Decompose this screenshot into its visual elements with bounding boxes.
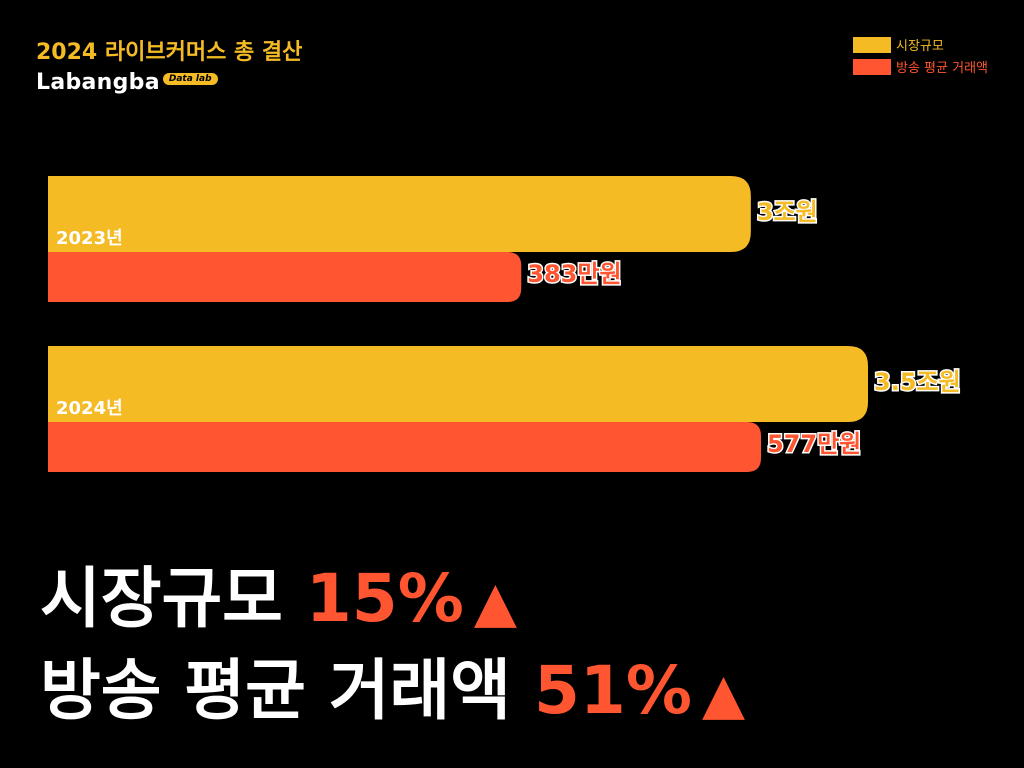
legend-label: 시장규모 bbox=[896, 39, 944, 54]
summary-market-label: 시장규모 bbox=[40, 560, 283, 637]
bar-avg-transaction-2 bbox=[48, 422, 761, 472]
bar-market-size-1 bbox=[48, 176, 751, 252]
value-label: 577만원 bbox=[767, 430, 861, 458]
summary-market-percent: 15% bbox=[305, 560, 464, 637]
logo-badge: Data lab bbox=[162, 72, 218, 85]
value-label: 383만원 bbox=[527, 260, 621, 288]
up-arrow-icon: ▲ bbox=[473, 570, 517, 635]
page-title: 2024 라이브커머스 총 결산 bbox=[36, 40, 303, 65]
summary-transaction-label: 방송 평균 거래액 bbox=[40, 652, 511, 729]
logo-text: Labangba bbox=[36, 70, 160, 95]
summary-transaction-percent: 51% bbox=[533, 652, 692, 729]
legend-label: 방송 평균 거래액 bbox=[896, 61, 988, 76]
category-label: 2024년 bbox=[56, 398, 123, 419]
legend-item-2: 방송 평균 거래액 bbox=[853, 57, 988, 76]
category-label: 2023년 bbox=[56, 228, 123, 249]
up-arrow-icon: ▲ bbox=[701, 662, 746, 727]
value-label: 3.5조원 bbox=[874, 368, 961, 396]
summary-line-market: 시장규모 15% ▲ bbox=[40, 555, 745, 647]
legend-swatch bbox=[853, 58, 891, 75]
brand-logo: Labangba Data lab bbox=[36, 70, 218, 95]
legend-swatch bbox=[853, 36, 891, 53]
bar-market-size-2 bbox=[48, 346, 868, 422]
summary-block: 시장규모 15% ▲ 방송 평균 거래액 51% ▲ bbox=[40, 555, 745, 739]
value-label: 3조원 bbox=[757, 198, 818, 226]
bar-avg-transaction-1 bbox=[48, 252, 522, 302]
summary-line-transaction: 방송 평균 거래액 51% ▲ bbox=[40, 647, 745, 739]
bar-chart: 3조원 383만원 2023년 3.5조원 577만원 2024년 bbox=[48, 176, 962, 472]
legend-item-1: 시장규모 bbox=[853, 35, 988, 54]
